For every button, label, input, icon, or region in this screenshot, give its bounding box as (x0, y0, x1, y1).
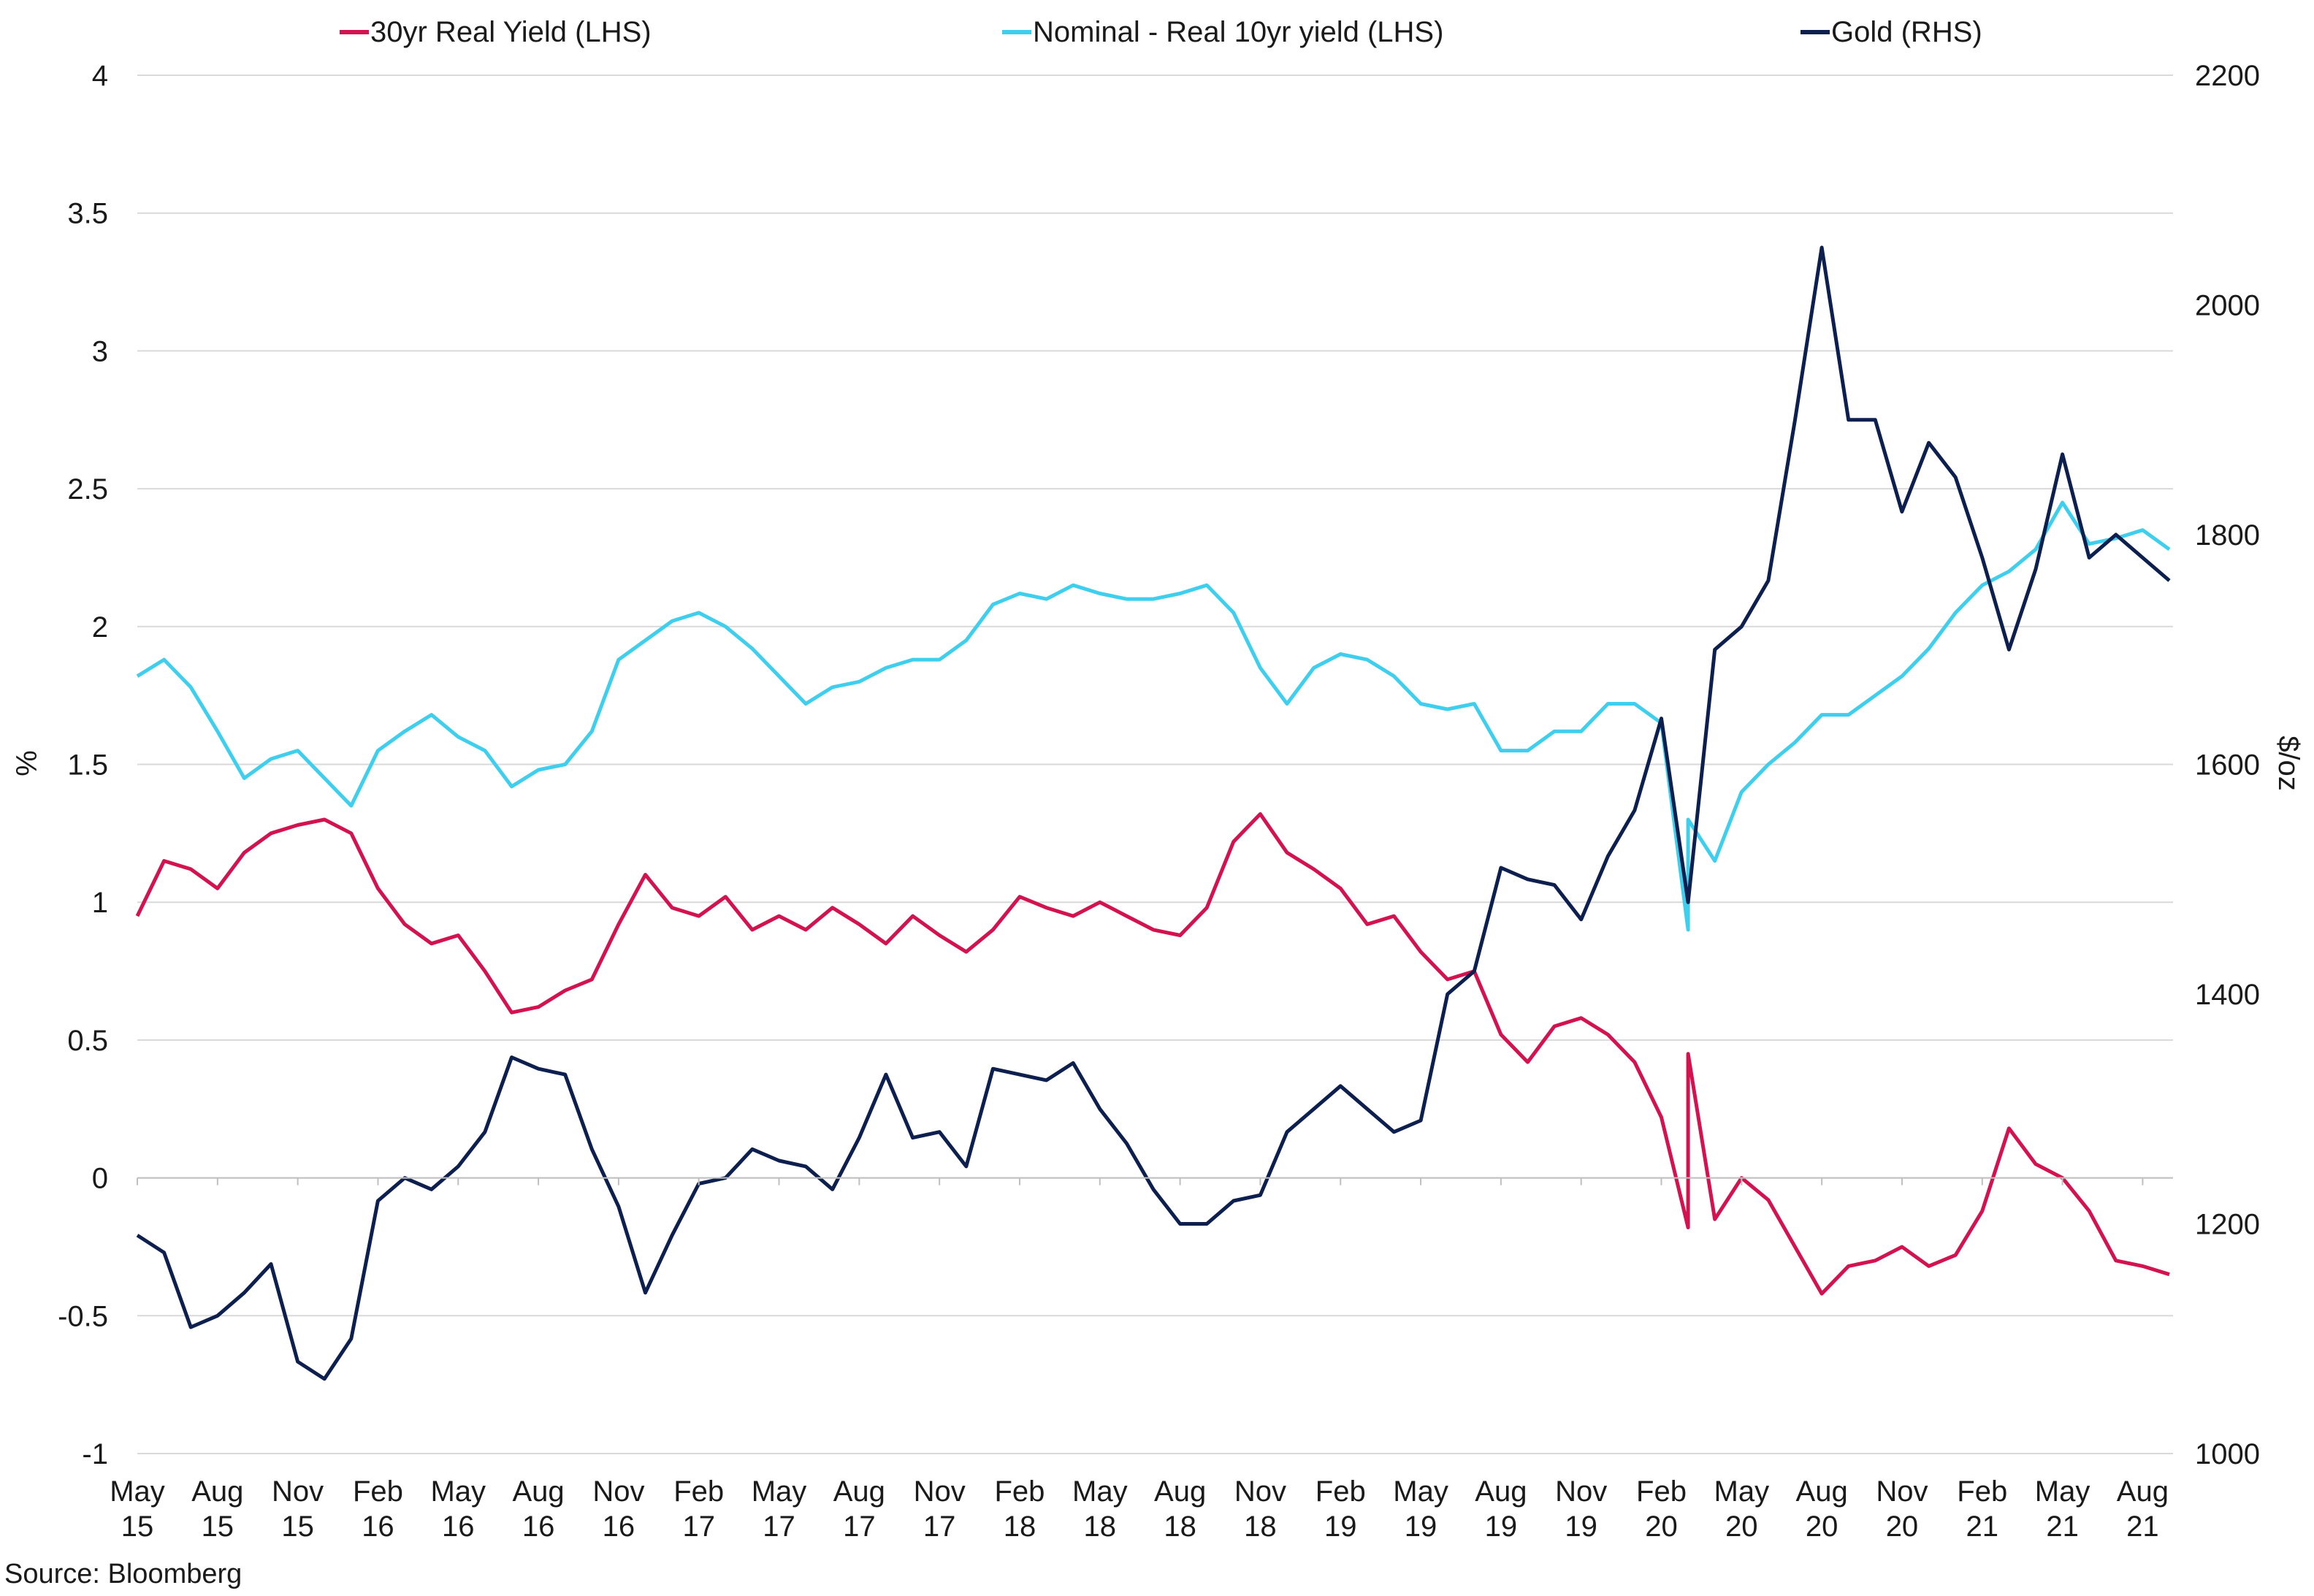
legend-label-gold: Gold (RHS) (1831, 15, 1982, 48)
x-tick-year: 16 (442, 1511, 475, 1543)
x-tick-year: 21 (2046, 1511, 2079, 1543)
left-tick-label: 1.5 (67, 749, 108, 782)
x-tick-month: May (1072, 1475, 1128, 1508)
x-tick-month: Nov (1876, 1475, 1928, 1508)
x-tick-year: 21 (2126, 1511, 2159, 1543)
x-tick-year: 18 (1004, 1511, 1036, 1543)
x-tick-year: 18 (1164, 1511, 1196, 1543)
x-tick-year: 17 (843, 1511, 876, 1543)
legend-label-real-yield: 30yr Real Yield (LHS) (370, 15, 652, 48)
x-tick-year: 20 (1725, 1511, 1758, 1543)
left-axis-ticks: 4 3.5 3 2.5 2 1.5 1 0.5 0 -0.5 -1 (58, 60, 108, 1470)
legend-item-breakeven: Nominal - Real 10yr yield (LHS) (1002, 10, 1443, 54)
series-line-real-yield (135, 812, 2170, 1296)
series-line-breakeven (136, 500, 2171, 932)
series-lines (135, 245, 2171, 1381)
x-tick-month: May (2035, 1475, 2090, 1508)
x-tick-month: Nov (592, 1475, 644, 1508)
right-tick-label: 1600 (2195, 749, 2260, 782)
x-tick-month: May (430, 1475, 486, 1508)
x-tick-year: 19 (1485, 1511, 1518, 1543)
x-tick-month: Nov (1555, 1475, 1607, 1508)
x-tick-month: Feb (995, 1475, 1045, 1508)
x-tick-month: Nov (1234, 1475, 1286, 1508)
legend-swatch-real-yield (340, 30, 369, 34)
x-tick-year: 19 (1565, 1511, 1597, 1543)
x-axis-ticks: May15Aug15Nov15Feb16May16Aug16Nov16Feb17… (110, 1177, 2173, 1543)
left-tick-label: -0.5 (58, 1300, 108, 1332)
x-tick-month: May (1393, 1475, 1448, 1508)
right-tick-label: 2000 (2195, 290, 2260, 322)
legend-item-real-yield: 30yr Real Yield (LHS) (340, 10, 652, 54)
x-tick-month: Aug (1796, 1475, 1848, 1508)
x-tick-year: 17 (682, 1511, 715, 1543)
x-tick-year: 20 (1645, 1511, 1678, 1543)
x-tick-month: Feb (353, 1475, 403, 1508)
right-axis-title: $/oz (2272, 736, 2305, 791)
x-tick-year: 19 (1405, 1511, 1437, 1543)
legend-swatch-breakeven (1002, 30, 1031, 34)
grid-lines (137, 75, 2173, 1454)
x-tick-year: 15 (121, 1511, 154, 1543)
left-tick-label: 2.5 (67, 473, 108, 505)
left-tick-label: 0.5 (67, 1025, 108, 1057)
left-tick-label: -1 (82, 1438, 108, 1470)
legend-swatch-gold (1801, 30, 1830, 34)
left-axis-title: % (11, 750, 43, 776)
legend: 30yr Real Yield (LHS) Nominal - Real 10y… (0, 10, 2314, 54)
x-tick-year: 15 (202, 1511, 234, 1543)
x-tick-month: Feb (1316, 1475, 1366, 1508)
x-tick-year: 16 (362, 1511, 394, 1543)
right-tick-label: 1000 (2195, 1438, 2260, 1470)
x-tick-month: Feb (673, 1475, 724, 1508)
left-tick-label: 2 (92, 611, 108, 644)
x-tick-month: Feb (1636, 1475, 1687, 1508)
right-tick-label: 1200 (2195, 1209, 2260, 1241)
x-tick-year: 16 (522, 1511, 555, 1543)
right-tick-label: 1400 (2195, 979, 2260, 1011)
right-axis-ticks: 2200 2000 1800 1600 1400 1200 1000 (2195, 60, 2260, 1470)
x-tick-month: Feb (1957, 1475, 2007, 1508)
x-tick-year: 19 (1324, 1511, 1357, 1543)
legend-label-breakeven: Nominal - Real 10yr yield (LHS) (1033, 15, 1444, 48)
x-tick-year: 18 (1244, 1511, 1277, 1543)
left-tick-label: 4 (92, 60, 108, 92)
x-tick-month: Nov (914, 1475, 966, 1508)
x-tick-year: 21 (1966, 1511, 1999, 1543)
x-tick-month: Aug (1475, 1475, 1527, 1508)
x-tick-year: 15 (281, 1511, 314, 1543)
source-note: Source: Bloomberg (4, 1559, 243, 1589)
x-tick-month: Aug (833, 1475, 885, 1508)
x-tick-year: 16 (603, 1511, 635, 1543)
x-tick-month: Aug (191, 1475, 243, 1508)
x-tick-month: Aug (512, 1475, 564, 1508)
x-tick-year: 17 (763, 1511, 795, 1543)
x-tick-month: May (752, 1475, 807, 1508)
x-tick-year: 20 (1886, 1511, 1919, 1543)
x-tick-year: 17 (923, 1511, 956, 1543)
left-tick-label: 3.5 (67, 198, 108, 230)
left-tick-label: 0 (92, 1163, 108, 1195)
x-tick-month: Nov (272, 1475, 324, 1508)
x-tick-month: Aug (1154, 1475, 1206, 1508)
right-tick-label: 2200 (2195, 60, 2260, 92)
x-tick-year: 20 (1806, 1511, 1838, 1543)
x-tick-month: Aug (2117, 1475, 2169, 1508)
left-tick-label: 1 (92, 887, 108, 919)
series-line-gold (136, 245, 2171, 1381)
x-tick-year: 18 (1084, 1511, 1117, 1543)
x-tick-month: May (1714, 1475, 1770, 1508)
right-tick-label: 1800 (2195, 519, 2260, 551)
x-tick-month: May (110, 1475, 165, 1508)
left-tick-label: 3 (92, 335, 108, 367)
legend-item-gold: Gold (RHS) (1801, 10, 1982, 54)
